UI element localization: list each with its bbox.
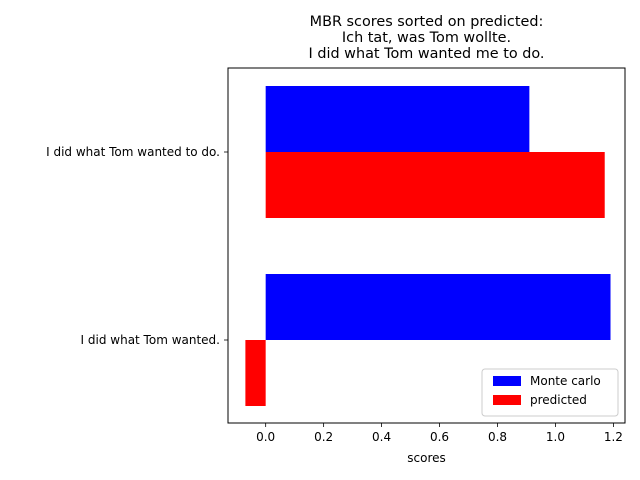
- legend-entry: predicted: [530, 393, 587, 407]
- x-axis-ticks: 0.0 0.2 0.4 0.6 0.8 1.0 1.2: [256, 423, 623, 444]
- legend-swatch: [493, 376, 521, 386]
- plot-area-frame: [227, 67, 626, 424]
- chart-title-line: Ich tat, was Tom wollte.: [342, 30, 511, 46]
- legend: Monte carlo predicted: [481, 368, 619, 417]
- y-tick-label: I did what Tom wanted to do.: [46, 145, 220, 159]
- bar-predicted-1: [245, 340, 266, 406]
- x-axis-label: scores: [407, 451, 446, 465]
- chart-title-line: I did what Tom wanted me to do.: [309, 46, 545, 62]
- bar-predicted-0: [265, 152, 605, 218]
- x-tick-label: 0.2: [314, 430, 333, 444]
- x-tick-label: 0.0: [256, 430, 275, 444]
- x-tick-label: 0.4: [372, 430, 391, 444]
- x-tick-label: 0.8: [488, 430, 507, 444]
- legend-entry: Monte carlo: [530, 374, 601, 388]
- bar-monte-carlo-1: [265, 274, 611, 340]
- chart-title-line: MBR scores sorted on predicted:: [310, 14, 544, 30]
- bars: [245, 86, 611, 406]
- x-tick-label: 1.2: [604, 430, 623, 444]
- chart-title: MBR scores sorted on predicted:Ich tat, …: [309, 14, 545, 62]
- y-tick-label: I did what Tom wanted.: [81, 333, 220, 347]
- x-tick-label: 0.6: [430, 430, 449, 444]
- y-axis-ticks: I did what Tom wanted to do. I did what T…: [46, 145, 228, 347]
- x-tick-label: 1.0: [546, 430, 565, 444]
- bar-monte-carlo-0: [265, 86, 530, 152]
- legend-swatch: [493, 395, 521, 405]
